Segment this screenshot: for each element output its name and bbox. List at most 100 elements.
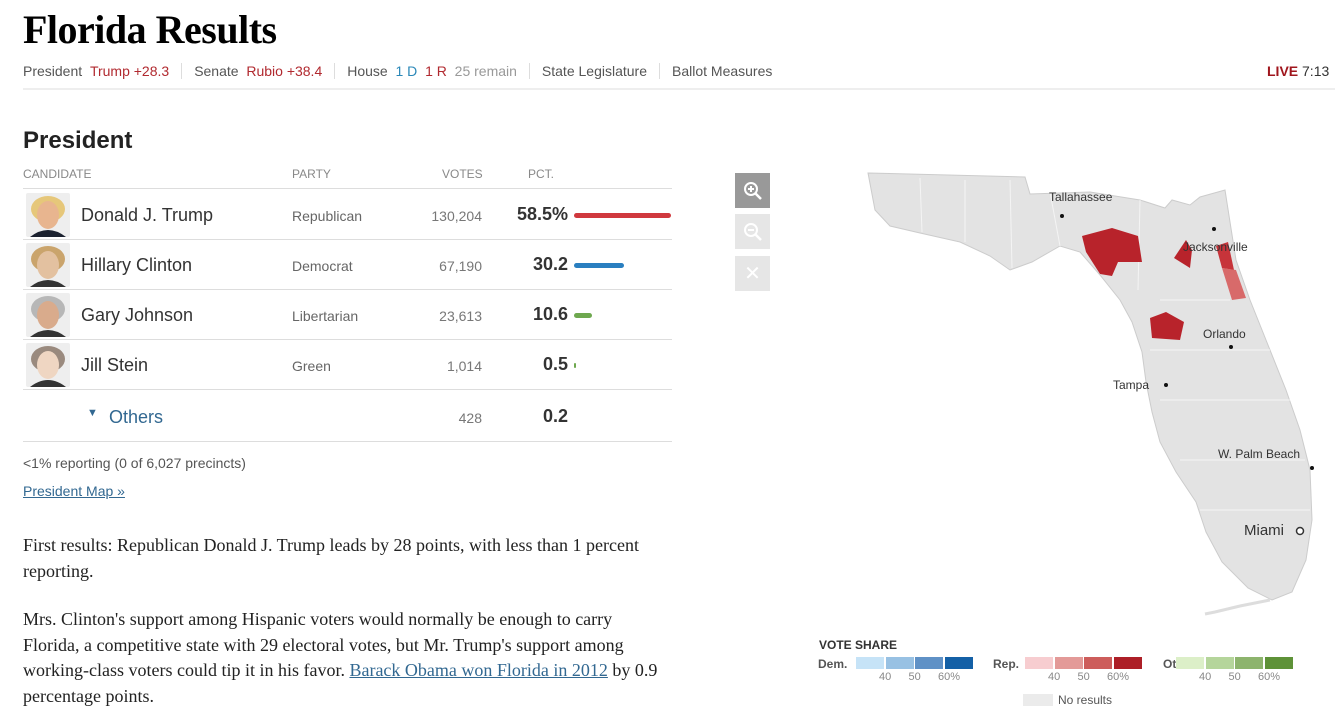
candidate-party: Libertarian [292, 308, 359, 324]
zoom-out-button[interactable] [735, 214, 770, 249]
nav-senate[interactable]: Senate Rubio +38.4 [181, 63, 334, 79]
nav-label: House [347, 63, 388, 79]
florida-map-svg [867, 172, 1314, 616]
legend-swatch [1235, 657, 1263, 669]
candidate-party: Democrat [292, 258, 353, 274]
close-icon: ✕ [744, 263, 761, 285]
candidate-votes: 1,014 [446, 358, 482, 374]
city-label: Miami [1244, 522, 1284, 539]
pct-bar [574, 213, 671, 218]
city-dots [1060, 214, 1314, 470]
candidate-row: Donald J. Trump Republican 130,204 58.5% [23, 190, 672, 240]
candidate-name: Hillary Clinton [81, 255, 193, 275]
text: by 0.9 percentage points. [23, 660, 658, 706]
others-toggle[interactable]: Others [109, 407, 164, 427]
pct-bar [574, 313, 592, 318]
florida-county-map[interactable]: Tallahassee Jacksonville Orlando Tampa W… [840, 160, 1335, 620]
pct-bar [574, 363, 576, 368]
county-rep-60 [1150, 312, 1184, 340]
legend-label: Rep. [993, 657, 1020, 671]
divider [23, 88, 1335, 90]
legend-tick: 50 [1077, 671, 1090, 683]
candidate-row: Jill Stein Green 1,014 0.5 [23, 340, 672, 390]
city-label: Orlando [1203, 327, 1246, 341]
legend-tick: 60% [1107, 671, 1130, 683]
city-label: Tampa [1113, 378, 1150, 392]
nav-house[interactable]: House 1 D 1 R 25 remain [334, 63, 529, 79]
county-rep-60 [1082, 228, 1142, 276]
legend-swatch [1025, 657, 1053, 669]
legend-tick: 40 [1199, 671, 1212, 683]
legend-swatch [915, 657, 943, 669]
header-candidate: CANDIDATE [23, 167, 92, 181]
florida-keys [1204, 598, 1271, 616]
candidate-photo [26, 243, 70, 287]
candidate-votes: 67,190 [439, 258, 482, 274]
others-row[interactable]: ▼ Others 428 0.2 [23, 392, 672, 442]
nav-label: President [23, 63, 83, 79]
city-label: W. Palm Beach [1218, 447, 1301, 461]
section-title: President [23, 127, 133, 154]
legend-tick: 60% [938, 671, 961, 683]
candidate-name: Jill Stein [81, 355, 149, 375]
table-header: CANDIDATE PARTY VOTES PCT. [23, 167, 672, 189]
results-nav: President Trump +28.3 Senate Rubio +38.4… [23, 63, 784, 79]
legend-swatch [944, 657, 973, 669]
text: Mrs. Clinton's support among Hispanic vo… [23, 609, 624, 680]
county-rep-60 [1216, 242, 1234, 270]
analysis-paragraph: Mrs. Clinton's support among Hispanic vo… [23, 607, 673, 709]
president-map-link[interactable]: President Map » [23, 483, 125, 499]
zoom-out-icon [743, 222, 762, 241]
live-time: 7:13 [1302, 63, 1330, 79]
reset-map-button[interactable]: ✕ [735, 256, 770, 291]
candidate-party: Green [292, 358, 331, 374]
live-indicator: LIVE 7:13 [1267, 63, 1335, 79]
obama-2012-link[interactable]: Barack Obama won Florida in 2012 [349, 660, 608, 680]
zoom-in-button[interactable] [735, 173, 770, 208]
state-outline [867, 172, 1313, 601]
nav-ballot-measures[interactable]: Ballot Measures [659, 63, 784, 79]
legend-swatch [1264, 657, 1293, 669]
city-label: Jacksonville [1183, 240, 1248, 254]
legend-swatch [1084, 657, 1112, 669]
candidate-pct: 58.5% [516, 204, 568, 224]
candidate-photo [26, 293, 70, 337]
nav-leader: Trump +28.3 [89, 63, 170, 79]
house-remaining: 25 remain [454, 63, 517, 79]
candidate-row: Gary Johnson Libertarian 23,613 10.6 [23, 290, 672, 340]
candidate-row: Hillary Clinton Democrat 67,190 30.2 [23, 240, 672, 290]
nav-label: Senate [194, 63, 239, 79]
nav-president[interactable]: President Trump +28.3 [23, 63, 181, 79]
nav-leader: Rubio +38.4 [246, 63, 323, 79]
candidate-name: Donald J. Trump [81, 205, 214, 225]
miami-marker [1295, 526, 1305, 536]
reporting-status: <1% reporting (0 of 6,027 precincts) [23, 455, 246, 471]
header-pct: PCT. [528, 167, 555, 181]
legend-swatch [1205, 657, 1234, 669]
candidate-votes: 23,613 [439, 308, 482, 324]
no-results-label: No results [1058, 693, 1113, 707]
candidate-party: Republican [292, 208, 363, 224]
candidate-pct: 30.2 [532, 254, 568, 274]
live-label: LIVE [1267, 63, 1299, 79]
candidate-pct: 10.6 [532, 304, 568, 324]
candidate-pct: 0.5 [542, 354, 568, 374]
others-votes: 428 [458, 410, 482, 426]
triangle-down-icon[interactable]: ▼ [87, 407, 98, 419]
house-rep-count: 1 R [425, 63, 447, 79]
legend-swatch [1113, 657, 1142, 669]
legend-tick: 40 [1048, 671, 1061, 683]
legend-tick: 50 [908, 671, 921, 683]
legend-swatch [885, 657, 914, 669]
nav-state-legislature[interactable]: State Legislature [528, 63, 659, 79]
candidate-name: Gary Johnson [81, 305, 194, 325]
others-pct: 0.2 [542, 406, 568, 426]
legend-swatch [1054, 657, 1083, 669]
pct-bar [574, 263, 624, 268]
legend-label: Dem. [818, 657, 848, 671]
zoom-in-icon [743, 181, 762, 200]
county-rep-60 [1174, 240, 1192, 268]
legend-tick: 60% [1258, 671, 1281, 683]
house-dem-count: 1 D [395, 63, 418, 79]
